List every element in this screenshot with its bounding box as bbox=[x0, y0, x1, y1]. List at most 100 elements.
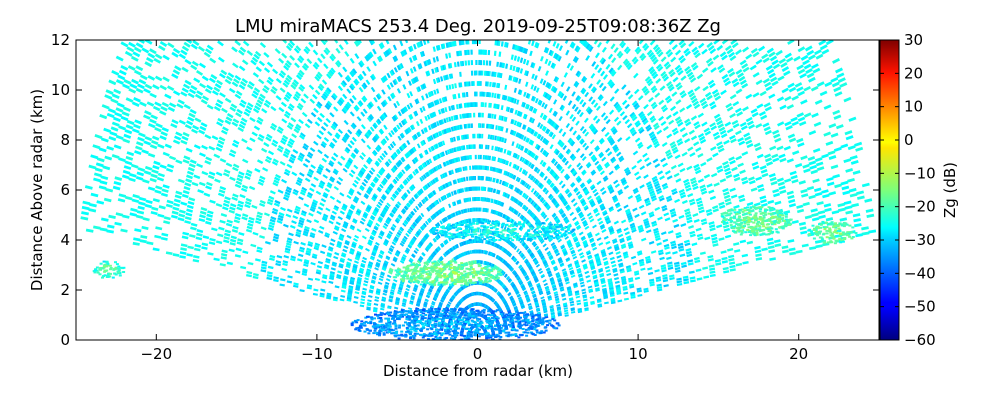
radar-gate bbox=[494, 146, 498, 151]
radar-gate bbox=[784, 121, 792, 127]
radar-gate bbox=[528, 284, 533, 288]
radar-gate bbox=[592, 157, 598, 163]
radar-gate bbox=[528, 116, 533, 123]
radar-gate bbox=[559, 104, 564, 110]
radar-gate bbox=[493, 93, 497, 99]
radar-gate bbox=[733, 204, 740, 209]
radar-gate bbox=[679, 127, 686, 133]
radar-gate bbox=[524, 70, 528, 76]
radar-gate bbox=[796, 137, 804, 143]
radar-gate bbox=[784, 178, 792, 183]
radar-gate bbox=[656, 286, 663, 290]
radar-gate bbox=[687, 146, 694, 152]
radar-gate bbox=[289, 55, 296, 61]
radar-gate bbox=[555, 163, 561, 169]
radar-gate bbox=[532, 257, 537, 262]
radar-gate bbox=[561, 183, 566, 189]
radar-gate bbox=[497, 279, 501, 284]
radar-gate bbox=[667, 51, 674, 58]
radar-gate bbox=[530, 62, 534, 68]
radar-gate bbox=[470, 49, 473, 55]
radar-gate bbox=[535, 307, 540, 311]
radar-gate bbox=[662, 107, 669, 113]
radar-gate bbox=[510, 297, 514, 301]
radar-gate bbox=[794, 82, 803, 88]
radar-gate bbox=[553, 111, 558, 117]
radar-gate bbox=[476, 81, 479, 86]
radar-gate bbox=[554, 217, 560, 223]
radar-gate bbox=[519, 57, 524, 63]
radar-gate bbox=[525, 297, 530, 301]
radar-gate bbox=[581, 89, 587, 95]
radar-gate bbox=[641, 117, 648, 123]
radar-gate bbox=[625, 171, 632, 176]
radar-gate bbox=[565, 148, 571, 154]
radar-gate bbox=[406, 189, 411, 195]
radar-gate bbox=[680, 194, 687, 199]
radar-gate bbox=[513, 120, 518, 126]
radar-gate bbox=[563, 309, 569, 313]
radar-gate bbox=[685, 103, 693, 110]
radar-gate bbox=[713, 134, 721, 140]
radar-gate bbox=[557, 277, 562, 281]
radar-gate bbox=[542, 149, 546, 155]
radar-gate bbox=[588, 234, 593, 239]
radar-gate bbox=[551, 159, 557, 164]
radar-gate bbox=[661, 73, 668, 80]
radar-gate bbox=[733, 176, 741, 182]
radar-gate bbox=[742, 66, 750, 73]
radar-gate bbox=[593, 129, 599, 135]
radar-gate bbox=[462, 166, 465, 172]
radar-gate bbox=[421, 95, 425, 101]
radar-gate bbox=[550, 242, 556, 247]
radar-gate bbox=[560, 196, 565, 201]
radar-gate bbox=[601, 156, 607, 162]
radar-gate bbox=[812, 178, 820, 184]
radar-gate bbox=[546, 94, 551, 100]
radar-gate bbox=[679, 107, 686, 113]
radar-gate bbox=[644, 76, 651, 82]
radar-gate bbox=[513, 87, 517, 93]
radar-gate bbox=[575, 191, 581, 196]
radar-gate bbox=[655, 237, 661, 242]
radar-gate bbox=[700, 161, 707, 167]
radar-gate bbox=[583, 117, 589, 123]
radar-gate bbox=[574, 188, 579, 194]
radar-gate bbox=[597, 217, 603, 222]
radar-gate bbox=[539, 253, 544, 258]
radar-gate bbox=[613, 220, 619, 225]
radar-gate bbox=[598, 167, 604, 172]
radar-gate bbox=[509, 107, 513, 113]
radar-gate bbox=[607, 137, 613, 143]
radar-gate bbox=[605, 40, 611, 45]
radar-gate bbox=[652, 58, 659, 65]
radar-gate bbox=[561, 212, 566, 218]
radar-gate bbox=[746, 143, 754, 149]
radar-gate bbox=[650, 135, 657, 141]
radar-gate bbox=[500, 282, 504, 287]
radar-gate bbox=[724, 170, 732, 176]
radar-gate bbox=[529, 50, 533, 57]
radar-gate bbox=[716, 120, 723, 126]
radar-gate bbox=[735, 262, 743, 267]
radar-gate bbox=[787, 82, 795, 89]
radar-gate bbox=[581, 202, 587, 207]
radar-gate bbox=[549, 168, 554, 174]
radar-gate bbox=[608, 206, 614, 211]
radar-gate bbox=[512, 257, 517, 262]
radar-gate bbox=[576, 226, 582, 231]
radar-gate bbox=[518, 225, 523, 231]
radar-gate bbox=[534, 41, 538, 48]
radar-gate bbox=[719, 129, 727, 135]
radar-gate bbox=[501, 283, 506, 288]
radar-gate bbox=[626, 237, 632, 242]
radar-gate bbox=[588, 215, 594, 220]
radar-gate bbox=[598, 267, 604, 272]
radar-gate bbox=[483, 250, 486, 254]
radar-gate bbox=[601, 46, 607, 53]
radar-gate bbox=[784, 95, 792, 102]
radar-gate bbox=[648, 211, 655, 216]
radar-gate bbox=[646, 78, 653, 85]
radar-gate bbox=[577, 270, 582, 274]
radar-gate bbox=[528, 139, 533, 145]
